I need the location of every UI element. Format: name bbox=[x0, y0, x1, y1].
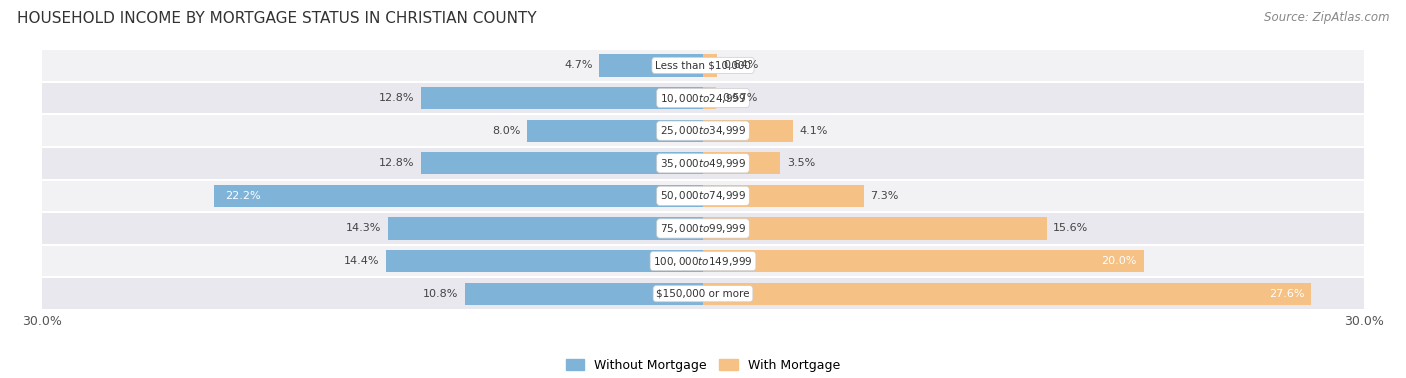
Text: 0.57%: 0.57% bbox=[723, 93, 758, 103]
Text: Source: ZipAtlas.com: Source: ZipAtlas.com bbox=[1264, 11, 1389, 24]
Bar bbox=[703, 283, 1310, 305]
Text: 14.4%: 14.4% bbox=[343, 256, 380, 266]
Text: 12.8%: 12.8% bbox=[380, 93, 415, 103]
Text: Less than $10,000: Less than $10,000 bbox=[655, 60, 751, 70]
Bar bbox=[42, 49, 1364, 82]
Text: 8.0%: 8.0% bbox=[492, 125, 520, 136]
Text: 20.0%: 20.0% bbox=[1101, 256, 1137, 266]
Bar bbox=[703, 152, 780, 174]
Bar bbox=[42, 147, 1364, 180]
Bar bbox=[214, 185, 703, 207]
Text: $100,000 to $149,999: $100,000 to $149,999 bbox=[654, 254, 752, 268]
Text: 14.3%: 14.3% bbox=[346, 223, 381, 234]
Bar bbox=[599, 54, 703, 76]
Text: $25,000 to $34,999: $25,000 to $34,999 bbox=[659, 124, 747, 137]
Text: HOUSEHOLD INCOME BY MORTGAGE STATUS IN CHRISTIAN COUNTY: HOUSEHOLD INCOME BY MORTGAGE STATUS IN C… bbox=[17, 11, 537, 26]
Bar bbox=[420, 152, 703, 174]
Text: 15.6%: 15.6% bbox=[1053, 223, 1088, 234]
Legend: Without Mortgage, With Mortgage: Without Mortgage, With Mortgage bbox=[561, 354, 845, 377]
Text: 0.64%: 0.64% bbox=[724, 60, 759, 70]
Text: 12.8%: 12.8% bbox=[380, 158, 415, 168]
Bar bbox=[42, 180, 1364, 212]
Bar bbox=[42, 82, 1364, 114]
Bar bbox=[703, 217, 1046, 240]
Bar bbox=[42, 245, 1364, 277]
Text: $10,000 to $24,999: $10,000 to $24,999 bbox=[659, 91, 747, 105]
Bar bbox=[703, 87, 716, 109]
Bar bbox=[385, 250, 703, 272]
Bar bbox=[388, 217, 703, 240]
Bar bbox=[465, 283, 703, 305]
Bar bbox=[42, 212, 1364, 245]
Bar bbox=[42, 277, 1364, 310]
Text: 22.2%: 22.2% bbox=[225, 191, 260, 201]
Bar bbox=[703, 250, 1143, 272]
Bar bbox=[42, 114, 1364, 147]
Text: $35,000 to $49,999: $35,000 to $49,999 bbox=[659, 157, 747, 170]
Text: 10.8%: 10.8% bbox=[423, 289, 458, 299]
Bar bbox=[703, 119, 793, 142]
Text: 3.5%: 3.5% bbox=[787, 158, 815, 168]
Text: 4.7%: 4.7% bbox=[564, 60, 593, 70]
Text: 27.6%: 27.6% bbox=[1268, 289, 1305, 299]
Bar bbox=[420, 87, 703, 109]
Text: 4.1%: 4.1% bbox=[800, 125, 828, 136]
Text: 7.3%: 7.3% bbox=[870, 191, 898, 201]
Text: $75,000 to $99,999: $75,000 to $99,999 bbox=[659, 222, 747, 235]
Text: $50,000 to $74,999: $50,000 to $74,999 bbox=[659, 189, 747, 202]
Bar bbox=[703, 185, 863, 207]
Text: $150,000 or more: $150,000 or more bbox=[657, 289, 749, 299]
Bar bbox=[527, 119, 703, 142]
Bar bbox=[703, 54, 717, 76]
